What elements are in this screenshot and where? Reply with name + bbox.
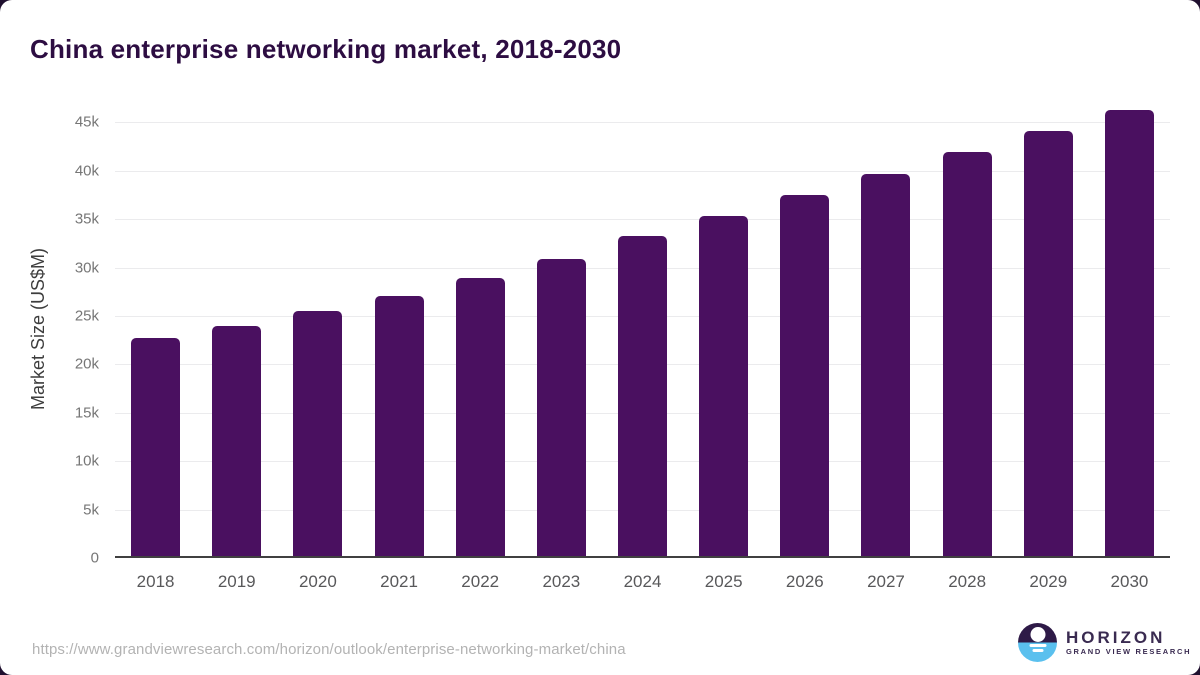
- bar-2029: [1023, 130, 1073, 556]
- x-tick-label-2024: 2024: [623, 572, 662, 591]
- brand-name: HORIZON: [1066, 628, 1166, 647]
- bar-2027: [861, 173, 911, 556]
- x-tick-label-2027: 2027: [867, 572, 905, 591]
- bar-column-2020: [277, 100, 358, 556]
- x-tick-label-2030: 2030: [1110, 572, 1149, 591]
- bar-column-2019: [196, 100, 277, 556]
- gridline-35k: [115, 219, 1170, 221]
- y-tick-label-45k: 45k: [74, 113, 99, 131]
- brand-logo-text: HORIZON GRAND VIEW RESEARCH: [1066, 628, 1191, 657]
- bar-column-2028: [927, 100, 1008, 556]
- y-tick-label-30k: 30k: [74, 259, 99, 276]
- sun-hole-shape: [1030, 627, 1045, 642]
- gridline-40k: [115, 170, 1170, 172]
- chart-title: China enterprise networking market, 2018…: [30, 34, 622, 64]
- bars-row: [115, 100, 1170, 556]
- source-url: https://www.grandviewresearch.com/horizo…: [32, 641, 626, 658]
- x-tick-label-2018: 2018: [136, 572, 175, 591]
- bar-2018: [131, 338, 181, 556]
- bar-column-2018: [115, 100, 196, 556]
- x-tick-label-2023: 2023: [542, 572, 581, 591]
- x-tick-label-2019: 2019: [217, 572, 256, 591]
- x-tick-label-2026: 2026: [785, 572, 824, 591]
- x-tick-label-2022: 2022: [461, 572, 500, 591]
- bar-2019: [212, 325, 262, 556]
- bar-2030: [1104, 109, 1154, 556]
- brand-subtitle: GRAND VIEW RESEARCH: [1066, 647, 1192, 656]
- y-tick-label-5k: 5k: [83, 501, 99, 519]
- bar-column-2025: [683, 100, 764, 556]
- x-tick-label-2028: 2028: [948, 572, 987, 591]
- brand-logo: HORIZON GRAND VIEW RESEARCH: [1018, 623, 1191, 662]
- x-tick-label-2021: 2021: [380, 572, 418, 591]
- bar-2021: [374, 295, 424, 556]
- y-tick-label-40k: 40k: [74, 162, 99, 180]
- bar-column-2029: [1008, 100, 1089, 556]
- bar-2025: [699, 216, 749, 556]
- y-tick-label-10k: 10k: [74, 452, 99, 470]
- bar-2026: [780, 194, 830, 556]
- bar-column-2023: [521, 100, 602, 556]
- y-tick-label-15k: 15k: [74, 404, 99, 422]
- y-tick-label-35k: 35k: [74, 210, 99, 228]
- y-tick-label-0: 0: [90, 549, 99, 567]
- horizon-sun-icon: [1018, 623, 1057, 662]
- bar-column-2022: [440, 100, 521, 556]
- bar-column-2021: [358, 100, 439, 556]
- y-tick-label-20k: 20k: [74, 355, 99, 373]
- x-tick-label-2025: 2025: [704, 572, 743, 591]
- x-tick-label-2029: 2029: [1029, 572, 1068, 591]
- bar-column-2027: [845, 100, 926, 556]
- bar-2028: [942, 152, 992, 556]
- reflection-line-2: [1032, 649, 1043, 652]
- y-tick-label-25k: 25k: [74, 307, 99, 325]
- x-tick-label-2020: 2020: [298, 572, 337, 591]
- bar-2022: [455, 278, 505, 556]
- bar-column-2024: [602, 100, 683, 556]
- bar-2024: [618, 235, 668, 556]
- y-axis-ticks: 0 5k 10k 15k 20k 25k 30k 35k 40k 45k: [0, 100, 99, 567]
- bar-2020: [293, 311, 343, 556]
- gridline-45k: [115, 122, 1170, 124]
- reflection-line-1: [1029, 644, 1046, 647]
- bar-column-2026: [764, 100, 845, 556]
- bar-column-2030: [1089, 100, 1170, 556]
- bar-2023: [536, 258, 586, 556]
- x-axis-labels: 2018 2019 2020 2021 2022 2023 2024 2025 2026 2027…: [115, 570, 1170, 594]
- plot-area: [115, 100, 1170, 558]
